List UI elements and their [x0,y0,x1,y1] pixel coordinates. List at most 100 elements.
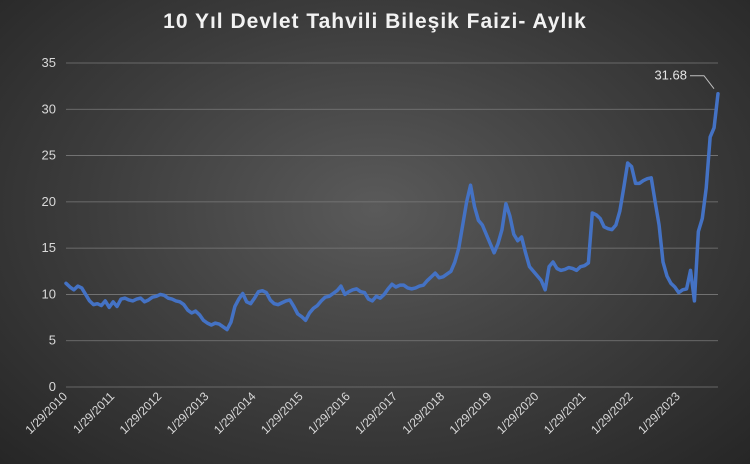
x-tick-label: 1/29/2012 [117,389,165,437]
data-point [163,294,165,296]
data-point [505,203,507,205]
data-point [627,162,629,164]
data-point [658,224,660,226]
data-point [277,304,279,306]
data-point [120,298,122,300]
data-point [572,268,574,270]
y-tick-label: 5 [49,333,56,348]
data-point [395,286,397,288]
data-point [324,296,326,298]
data-point [340,285,342,287]
data-point [226,329,228,331]
data-point [195,310,197,312]
data-point [183,304,185,306]
data-point [328,295,330,297]
data-point [642,180,644,182]
data-point [501,229,503,231]
data-point [73,289,75,291]
data-point [289,299,291,301]
data-point [473,205,475,207]
data-point [521,236,523,238]
data-point [693,300,695,302]
data-point [344,293,346,295]
data-point [670,282,672,284]
data-point [611,229,613,231]
data-point [187,309,189,311]
data-point [717,93,719,95]
data-point [167,297,169,299]
data-point [96,303,98,305]
data-point [238,298,240,300]
data-point [171,298,173,300]
data-point [438,277,440,279]
data-point [493,252,495,254]
x-tick-label: 1/29/2015 [258,389,306,437]
y-tick-label: 0 [49,379,56,394]
x-tick-label: 1/29/2020 [494,389,542,437]
data-point [591,212,593,214]
data-point [336,290,338,292]
data-point [709,136,711,138]
data-point [92,304,94,306]
data-point [615,224,617,226]
data-point [316,305,318,307]
data-point [513,233,515,235]
data-point [623,187,625,189]
data-point [230,321,232,323]
data-point [442,276,444,278]
data-point [580,266,582,268]
data-point [540,280,542,282]
data-point [619,210,621,212]
data-point [301,316,303,318]
data-point [686,288,688,290]
data-point [583,265,585,267]
data-point [635,182,637,184]
data-point [108,306,110,308]
data-point [151,296,153,298]
x-tick-label: 1/29/2017 [352,389,400,437]
data-point [426,280,428,282]
data-point [462,224,464,226]
data-point [509,215,511,217]
data-point [261,290,263,292]
data-point [568,267,570,269]
data-point [446,273,448,275]
data-point [104,300,106,302]
data-point [697,230,699,232]
data-point [466,201,468,203]
data-point [454,261,456,263]
data-point [234,305,236,307]
data-point [269,299,271,301]
data-point [254,297,256,299]
annotation-leader [690,75,715,90]
series-line [64,91,720,332]
data-point [206,322,208,324]
data-point [415,287,417,289]
data-point [199,314,201,316]
data-point [371,300,373,302]
data-point [116,305,118,307]
data-point [124,297,126,299]
y-tick-label: 25 [42,148,56,163]
y-tick-label: 30 [42,101,56,116]
data-point [379,297,381,299]
data-point [650,177,652,179]
data-point [489,243,491,245]
data-point [607,228,609,230]
data-point [422,284,424,286]
data-point [352,289,354,291]
data-point [666,275,668,277]
data-point [544,289,546,291]
data-point [595,214,597,216]
data-point [552,261,554,263]
data-point [312,307,314,309]
data-point [705,187,707,189]
data-point [222,326,224,328]
data-point [140,297,142,299]
data-point [662,261,664,263]
data-point [525,252,527,254]
data-point [356,288,358,290]
data-point [654,201,656,203]
data-point [305,319,307,321]
x-tick-label: 1/29/2019 [447,389,495,437]
